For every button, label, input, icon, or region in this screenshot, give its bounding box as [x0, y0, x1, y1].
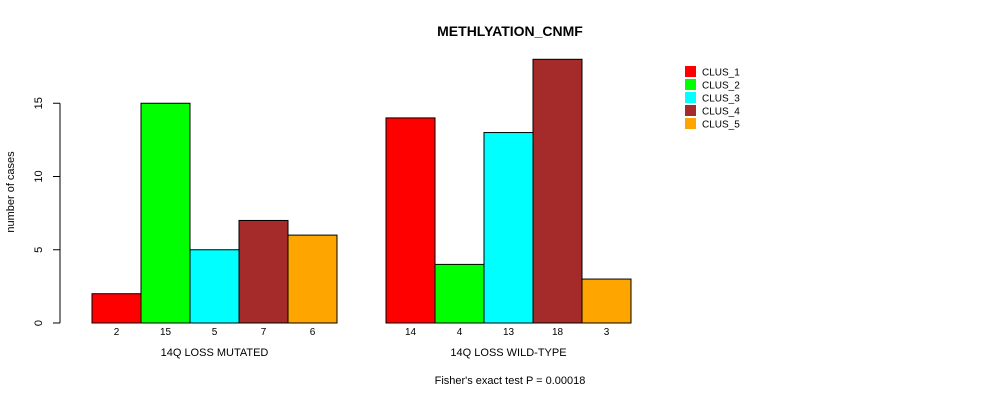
y-tick-label: 10 [33, 170, 45, 182]
bar-count-label: 7 [261, 327, 267, 338]
bar-2-clus-2 [434, 263, 485, 324]
legend-swatch [685, 105, 696, 116]
bar-1-clus-2 [140, 102, 191, 324]
legend-label: CLUS_1 [702, 68, 740, 79]
bar-count-label: 13 [503, 327, 515, 338]
bars: 2 15 5 7 6 14Q LOSS MUTATED 14 4 13 18 3 14Q LOSS W… [91, 58, 632, 359]
bar-2-clus-5 [581, 278, 632, 324]
bar-count-label: 4 [457, 327, 463, 338]
legend-swatch [685, 66, 696, 77]
chart-title: METHLYATION_CNMF [437, 23, 583, 39]
legend-swatch [685, 79, 696, 90]
legend-swatch [685, 92, 696, 103]
y-tick-label: 5 [33, 247, 45, 253]
bar-2-clus-3 [483, 132, 534, 324]
bar-count-label: 18 [552, 327, 564, 338]
group-label: 14Q LOSS WILD-TYPE [450, 347, 566, 359]
bar-1-clus-3 [189, 249, 240, 324]
bar-1-clus-4 [238, 219, 289, 324]
legend-label: CLUS_2 [702, 81, 740, 92]
bar-2-clus-4 [532, 58, 583, 324]
y-axis: 0 5 10 15 [33, 97, 61, 326]
y-tick-label: 0 [33, 320, 45, 326]
legend-swatch [685, 118, 696, 129]
bar-count-label: 2 [114, 327, 120, 338]
bar-1-clus-5 [287, 234, 338, 324]
fisher-test-note: Fisher's exact test P = 0.00018 [435, 375, 586, 387]
legend-label: CLUS_4 [702, 107, 740, 118]
bar-count-label: 3 [604, 327, 610, 338]
bar-1-clus-1 [91, 293, 142, 324]
bar-count-label: 5 [212, 327, 218, 338]
legend: CLUS_1 CLUS_2 CLUS_3 CLUS_4 CLUS_5 [685, 66, 740, 131]
bar-count-label: 15 [160, 327, 172, 338]
group-label: 14Q LOSS MUTATED [161, 347, 269, 359]
bar-2-clus-1 [385, 117, 436, 324]
bar-count-label: 14 [405, 327, 417, 338]
y-axis-label: number of cases [5, 151, 17, 233]
bar-count-label: 6 [310, 327, 316, 338]
legend-label: CLUS_3 [702, 94, 740, 105]
legend-label: CLUS_5 [702, 120, 740, 131]
y-tick-label: 15 [33, 97, 45, 109]
